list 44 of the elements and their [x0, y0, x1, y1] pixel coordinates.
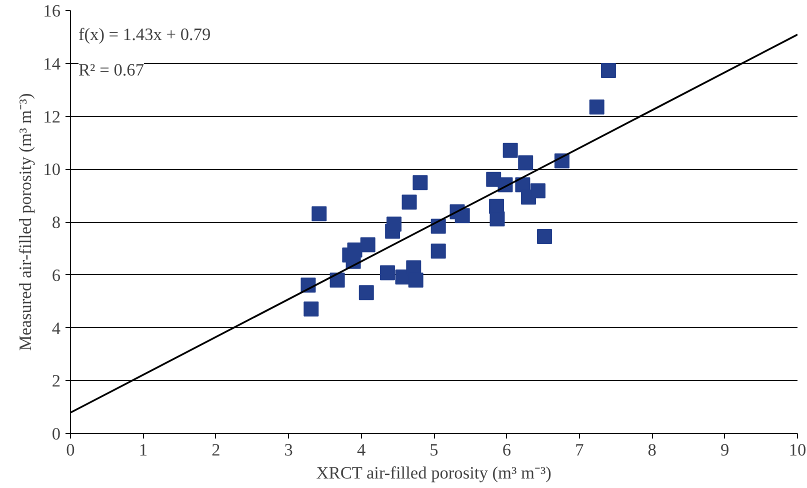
point — [537, 229, 552, 244]
point — [330, 272, 345, 288]
x-tick-label: 3 — [284, 440, 293, 460]
y-tick-label: 10 — [43, 160, 60, 180]
x-tick-label: 5 — [430, 440, 438, 460]
point — [490, 211, 505, 226]
y-tick-label: 12 — [43, 107, 60, 126]
y-tick-label: 0 — [52, 424, 61, 444]
y-tick-label: 4 — [52, 318, 61, 338]
point — [430, 244, 446, 259]
x-tick-label: 9 — [720, 440, 730, 460]
x-tick-label: 0 — [66, 440, 75, 460]
annotation: R² = 0.67 — [78, 60, 144, 80]
y-tick-label: 2 — [52, 372, 61, 391]
y-tick-label: 8 — [52, 213, 61, 232]
y-axis-title: Measured air-filled porosity (m³ m⁻³) — [16, 92, 36, 351]
x-axis-title: XRCT air-filled porosity (m³ m⁻³) — [316, 464, 552, 482]
x-tick-label: 7 — [575, 440, 584, 460]
x-tick-label: 2 — [212, 440, 220, 460]
y-tick-label: 6 — [52, 266, 61, 285]
point — [454, 208, 470, 224]
y-tick-label: 14 — [43, 54, 61, 74]
y-tick-label: 16 — [43, 2, 61, 20]
point — [502, 142, 518, 158]
point — [304, 301, 319, 316]
point — [589, 99, 604, 114]
point — [380, 265, 395, 280]
annotation: f(x) = 1.43x + 0.79 — [78, 25, 211, 44]
point — [518, 155, 534, 170]
point — [347, 242, 362, 258]
point — [358, 285, 374, 300]
point — [408, 272, 424, 288]
point — [530, 183, 546, 198]
x-tick-label: 6 — [502, 440, 512, 460]
x-tick-label: 10 — [788, 440, 806, 460]
point — [360, 237, 376, 252]
x-tick-label: 4 — [356, 440, 366, 460]
point — [402, 194, 417, 210]
x-tick-label: 1 — [138, 440, 148, 460]
point — [600, 63, 616, 78]
x-tick-label: 8 — [648, 440, 656, 460]
point — [312, 206, 327, 222]
point — [412, 175, 428, 190]
point — [386, 216, 402, 232]
